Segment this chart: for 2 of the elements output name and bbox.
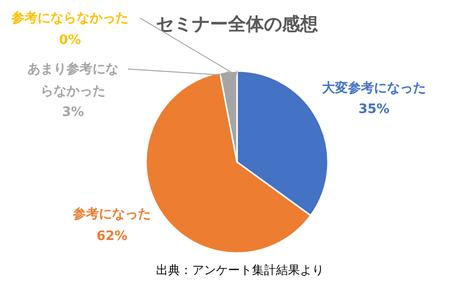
- source-note: 出典：アンケート集計結果より: [156, 263, 324, 277]
- chart-title: セミナー全体の感想: [156, 14, 318, 35]
